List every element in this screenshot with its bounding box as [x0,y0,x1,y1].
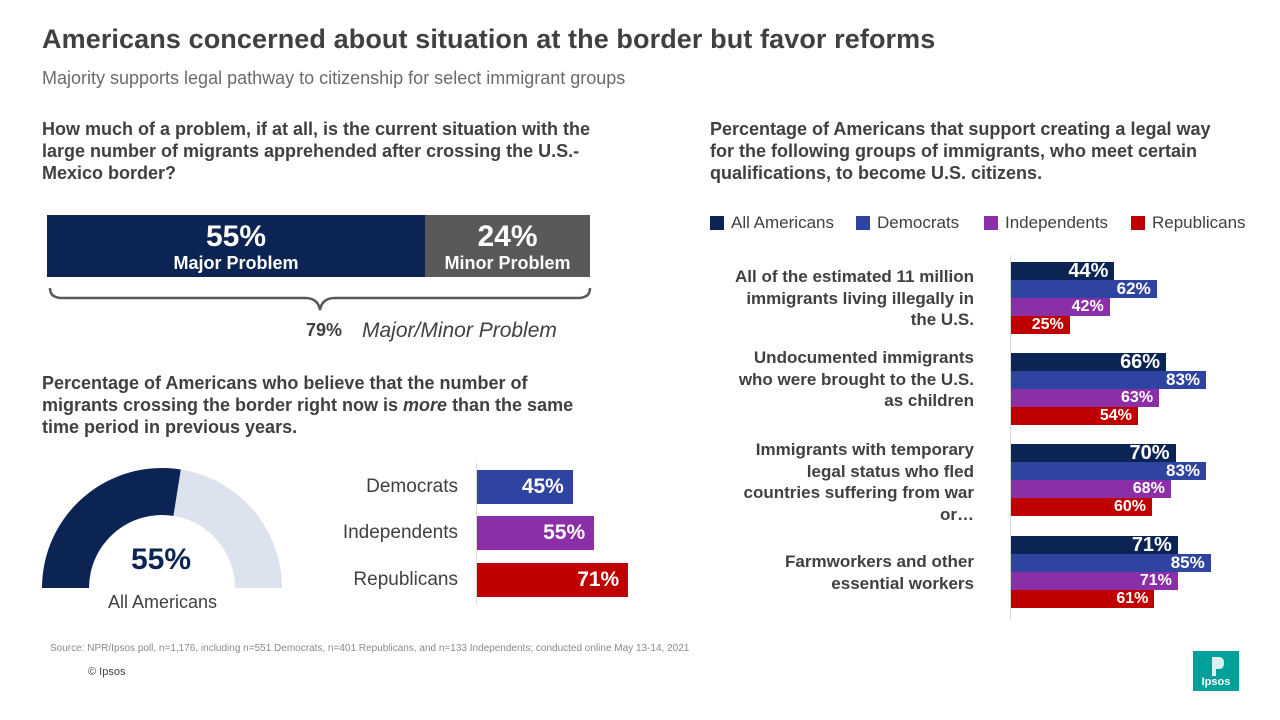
logo-mark-icon [1212,657,1224,676]
more-question: Percentage of Americans who believe that… [42,373,574,437]
group-label-1: All of the estimated 11 million immigran… [735,267,974,329]
minor-problem-pct: 24% [477,220,538,253]
support-axis-line [1010,255,1011,620]
legend-item-independents: Independents [984,213,1108,233]
group-label-2: Undocumented immigrants who were brought… [738,348,974,410]
combined-pct: 79% [306,320,343,340]
support-bar-independents-4: 71% [1011,572,1178,590]
legend-label: Independents [1005,213,1109,232]
support-bar-independents-2: 63% [1011,389,1160,407]
minor-problem-label: Minor Problem [444,253,571,273]
half-donut-chart [42,467,282,588]
party-axis-line [476,463,477,605]
legend-swatch [856,216,870,230]
legend-item-republicans: Republicans [1131,213,1246,233]
legend-swatch [1131,216,1145,230]
support-bar-all-americans-1: 44% [1011,261,1115,281]
donut-label: All Americans [107,592,218,612]
problem-question: How much of a problem, if at all, is the… [42,119,591,183]
group-label-4: Farmworkers and other essential workers [785,552,974,593]
legend-swatch [984,216,998,230]
legend-label: All Americans [731,213,834,232]
combined-label: Major/Minor Problem [362,319,557,342]
major-problem-segment: 55% Major Problem [47,215,425,277]
support-bar-republicans-4: 61% [1011,590,1155,608]
party-bar-republicans: 71% [477,563,629,597]
donut-value: 55% [130,543,192,576]
support-bar-all-americans-2: 66% [1011,352,1167,372]
page-title: Americans concerned about situation at t… [42,24,936,54]
donut-all-americans-arc [42,467,181,588]
support-bar-all-americans-4: 71% [1011,535,1178,555]
party-label-independents: Independents [342,522,458,543]
major-problem-pct: 55% [205,220,267,253]
support-bar-democrats-3: 83% [1011,462,1207,480]
copyright: © Ipsos [88,666,126,678]
party-bar-democrats: 45% [477,470,573,504]
party-label-republicans: Republicans [353,569,458,590]
support-bar-all-americans-3: 70% [1011,443,1176,463]
support-bar-republicans-1: 25% [1011,316,1070,334]
major-problem-label: Major Problem [173,253,299,273]
support-bar-republicans-2: 54% [1011,407,1138,425]
support-bar-republicans-3: 60% [1011,498,1152,516]
brace-icon [48,287,592,311]
support-bar-democrats-2: 83% [1011,371,1207,389]
source-note: Source: NPR/Ipsos poll, n=1,176, includi… [50,643,690,654]
support-bar-independents-1: 42% [1011,298,1110,316]
legend-item-all-americans: All Americans [710,213,834,233]
legend-label: Democrats [877,213,960,232]
legend-label: Republicans [1152,213,1246,232]
ipsos-logo: Ipsos [1193,651,1239,691]
party-bar-independents: 55% [477,516,595,550]
party-label-democrats: Democrats [366,476,458,497]
legend-swatch [710,216,724,230]
support-bar-democrats-1: 62% [1011,280,1157,298]
page-subtitle: Majority supports legal pathway to citiz… [42,68,626,88]
support-bar-democrats-4: 85% [1011,554,1211,572]
minor-problem-segment: 24% Minor Problem [425,215,590,277]
legend-item-democrats: Democrats [856,213,959,233]
support-bar-independents-3: 68% [1011,480,1171,498]
group-label-3: Immigrants with temporary legal status w… [743,440,974,524]
logo-text: Ipsos [1201,676,1231,688]
support-question: Percentage of Americans that support cre… [710,119,1211,183]
